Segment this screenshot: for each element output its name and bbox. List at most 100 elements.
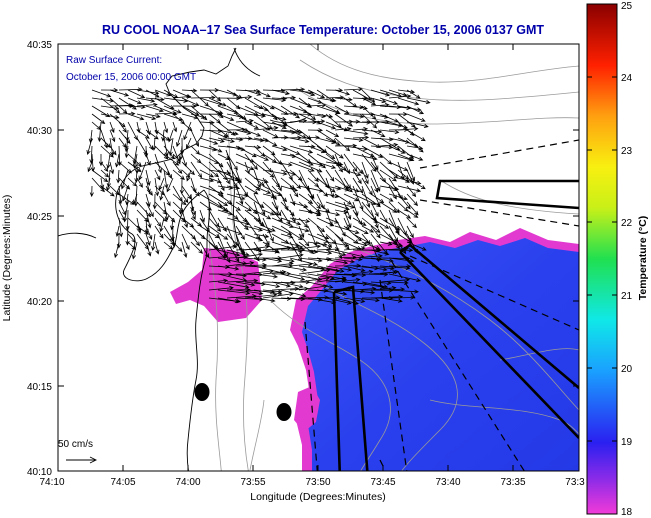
current-vector-arrow bbox=[298, 120, 318, 125]
current-vector-arrow bbox=[190, 217, 203, 227]
current-vector-arrow bbox=[262, 105, 278, 121]
current-vector-arrow bbox=[91, 177, 105, 193]
current-vector-arrow bbox=[127, 113, 145, 121]
current-vector-arrow bbox=[145, 185, 153, 196]
current-vector-arrow bbox=[352, 169, 362, 185]
current-vector-arrow bbox=[178, 201, 184, 215]
current-vector-arrow bbox=[289, 137, 310, 144]
current-vector-arrow bbox=[244, 145, 262, 150]
colorbar-tick-label: 18 bbox=[621, 507, 633, 518]
current-vector-arrow bbox=[118, 201, 127, 216]
current-vector-arrow bbox=[262, 129, 279, 138]
current-vector-arrow bbox=[166, 177, 174, 193]
current-vector-arrow bbox=[179, 177, 184, 195]
current-vector-arrow bbox=[217, 201, 229, 213]
current-vector-arrow bbox=[271, 145, 288, 152]
current-vector-arrow bbox=[217, 153, 231, 160]
current-vector-arrow bbox=[334, 185, 350, 192]
current-vector-arrow bbox=[163, 161, 172, 180]
current-vector-arrow bbox=[370, 225, 381, 239]
current-vector-arrow bbox=[217, 177, 225, 192]
current-vector-arrow bbox=[325, 105, 341, 114]
current-vector-arrow bbox=[316, 276, 347, 283]
current-vector-arrow bbox=[235, 209, 248, 223]
current-vector-arrow bbox=[109, 113, 126, 128]
current-vector-arrow bbox=[127, 233, 137, 243]
current-vector-arrow bbox=[361, 161, 369, 179]
current-vector-arrow bbox=[145, 201, 154, 218]
current-vector-arrow bbox=[183, 121, 192, 141]
current-vector-arrow bbox=[271, 89, 291, 96]
current-vector-arrow bbox=[370, 265, 395, 271]
current-vector-arrow bbox=[118, 161, 132, 174]
current-vector-arrow bbox=[145, 241, 152, 257]
current-vector-arrow bbox=[253, 233, 270, 239]
current-vector-arrow bbox=[163, 105, 182, 114]
current-vector-arrow bbox=[271, 161, 293, 167]
current-vector-arrow bbox=[379, 97, 399, 105]
current-vector-arrow bbox=[289, 161, 315, 172]
current-vector-arrow bbox=[253, 281, 281, 289]
current-vector-arrow bbox=[109, 185, 120, 196]
x-tick-label: 73:35 bbox=[500, 477, 525, 488]
current-vector-arrow bbox=[388, 289, 420, 294]
current-vector-arrow bbox=[334, 97, 353, 102]
y-tick-label: 40:20 bbox=[27, 297, 52, 308]
colorbar bbox=[586, 3, 618, 515]
sst-warm-water bbox=[302, 238, 579, 471]
current-vector-arrow bbox=[217, 89, 238, 97]
current-vector-arrow bbox=[109, 129, 116, 143]
colorbar-tick-label: 25 bbox=[621, 1, 633, 12]
current-vector-arrow bbox=[106, 153, 111, 169]
current-vector-arrow bbox=[388, 94, 412, 99]
current-vector-arrow bbox=[109, 121, 115, 134]
current-vector-arrow bbox=[176, 129, 183, 148]
current-vector-arrow bbox=[91, 89, 112, 98]
current-vector-arrow bbox=[199, 177, 215, 183]
current-vector-arrow bbox=[181, 233, 190, 251]
current-vector-arrow bbox=[172, 121, 178, 133]
current-vector-arrow bbox=[379, 142, 399, 148]
current-vector-arrow bbox=[370, 209, 379, 229]
current-vector-arrow bbox=[307, 265, 341, 273]
current-vector-arrow bbox=[253, 185, 272, 194]
current-vector-arrow bbox=[168, 129, 174, 143]
current-vector-arrow bbox=[118, 193, 135, 205]
current-vector-arrow bbox=[181, 97, 200, 107]
current-vector-arrow bbox=[298, 217, 309, 228]
current-vector-arrow bbox=[217, 129, 239, 136]
current-vector-arrow bbox=[262, 121, 288, 128]
current-vector-arrow bbox=[397, 137, 419, 148]
current-vector-arrow bbox=[199, 112, 223, 117]
current-vector-arrow bbox=[343, 193, 360, 202]
x-tick-label: 73:45 bbox=[370, 477, 395, 488]
current-vector-arrow bbox=[343, 217, 350, 231]
current-vector-arrow bbox=[334, 113, 354, 127]
current-vector-arrow bbox=[235, 201, 252, 212]
current-vector-arrow bbox=[271, 261, 294, 267]
colorbar-tick-label: 23 bbox=[621, 146, 633, 157]
current-vector-arrow bbox=[316, 265, 345, 273]
current-vector-arrow bbox=[262, 280, 296, 285]
current-vector-arrow bbox=[190, 161, 203, 179]
current-vector-arrow bbox=[325, 153, 347, 171]
current-vector-arrow bbox=[253, 273, 279, 279]
current-vector-arrow bbox=[370, 249, 390, 256]
current-vector-arrow bbox=[334, 126, 352, 132]
current-vector-arrow bbox=[199, 137, 219, 145]
current-vector-arrow bbox=[199, 225, 220, 239]
current-vector-arrow bbox=[361, 281, 389, 289]
current-vector-arrow bbox=[208, 113, 221, 124]
current-vector-arrow bbox=[307, 217, 326, 233]
current-vector-arrow bbox=[298, 233, 310, 247]
colorbar-tick-label: 24 bbox=[621, 73, 633, 84]
current-vector-arrow bbox=[118, 103, 135, 108]
buoy-marker bbox=[276, 403, 292, 421]
current-vector-arrow bbox=[316, 257, 349, 265]
current-vector-arrow bbox=[262, 145, 276, 156]
current-vector-arrow bbox=[262, 292, 294, 299]
current-vector-arrow bbox=[145, 193, 151, 208]
current-vector-arrow bbox=[280, 111, 299, 116]
current-vector-arrow bbox=[361, 265, 388, 272]
current-vector-arrow bbox=[352, 297, 380, 303]
